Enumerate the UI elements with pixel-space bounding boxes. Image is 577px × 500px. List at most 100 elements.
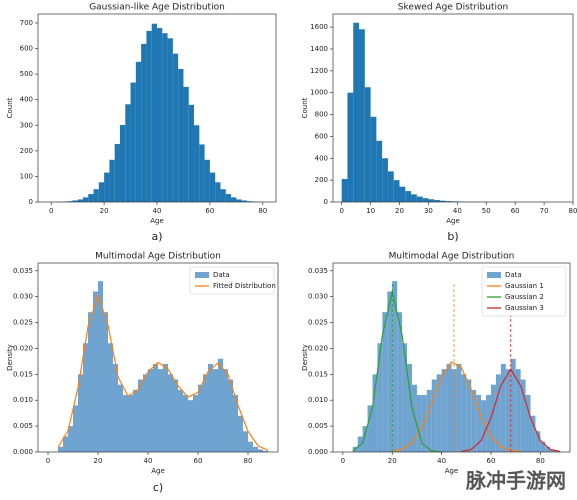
bar — [446, 363, 452, 452]
y-tick-label: 0.010 — [308, 396, 328, 404]
x-tick-label: 0 — [49, 207, 53, 215]
bar — [167, 38, 173, 203]
bar — [461, 374, 467, 452]
y-tick-label: 100 — [20, 172, 33, 180]
bar — [353, 22, 360, 202]
bar — [357, 436, 363, 452]
x-tick-label: 20 — [395, 207, 404, 215]
bar — [98, 182, 105, 202]
bar — [146, 30, 152, 202]
bar — [416, 395, 422, 452]
bar — [188, 104, 195, 202]
bar — [364, 87, 371, 202]
bar — [153, 363, 158, 452]
bar — [367, 405, 373, 452]
legend-label: Gaussian 3 — [505, 304, 544, 312]
legend-label: Data — [505, 271, 522, 279]
bar — [372, 374, 378, 452]
bar — [199, 144, 205, 202]
y-tick-label: 200 — [315, 176, 328, 184]
y-axis-label: Density — [301, 344, 309, 371]
caption: c) — [153, 481, 163, 494]
x-axis-label: Age — [150, 217, 164, 225]
bar — [148, 369, 153, 452]
plot-frame — [332, 13, 574, 203]
bar — [193, 395, 198, 452]
bar — [399, 186, 406, 202]
bar — [436, 374, 442, 452]
bar — [123, 395, 128, 452]
y-tick-label: 0.005 — [308, 422, 328, 430]
bar — [178, 389, 183, 452]
y-tick-label: 400 — [20, 96, 33, 104]
y-tick-label: 0.025 — [13, 319, 33, 327]
bar — [411, 194, 417, 202]
bar — [233, 395, 238, 452]
chart-title: Skewed Age Distribution — [398, 3, 508, 13]
bar — [515, 369, 521, 452]
bar — [545, 446, 551, 452]
bar — [218, 358, 223, 452]
y-tick-label: 200 — [20, 147, 33, 155]
bar — [151, 23, 157, 203]
bar — [471, 389, 477, 452]
y-tick-label: 0.015 — [13, 370, 33, 378]
legend-label: Data — [213, 271, 230, 279]
legend-box — [189, 266, 275, 295]
x-tick-label: 40 — [453, 207, 462, 215]
bar — [220, 189, 226, 202]
fit-line — [461, 367, 561, 453]
bar — [118, 384, 123, 452]
bar — [157, 28, 163, 203]
bar — [530, 415, 536, 452]
bar — [130, 82, 136, 202]
legend-swatch — [487, 272, 501, 278]
bar — [416, 196, 423, 202]
legend-swatch — [195, 272, 209, 278]
fit-line — [352, 291, 442, 453]
bar — [88, 312, 93, 452]
bar — [119, 125, 126, 202]
y-tick-label: 0.035 — [13, 267, 33, 275]
x-tick-label: 20 — [388, 457, 397, 465]
y-axis-label: Count — [301, 97, 309, 118]
bar — [540, 441, 546, 452]
x-tick-label: 70 — [540, 207, 549, 215]
x-tick-label: 60 — [205, 207, 214, 215]
y-tick-label: 0 — [324, 198, 328, 206]
bar — [109, 159, 115, 202]
bar — [138, 379, 143, 452]
bar — [426, 389, 432, 452]
x-tick-label: 60 — [511, 207, 520, 215]
x-tick-label: 60 — [194, 457, 203, 465]
caption: a) — [151, 230, 162, 243]
bar — [466, 379, 472, 452]
bar — [439, 200, 446, 202]
fit-line — [57, 293, 269, 451]
x-tick-label: 80 — [569, 207, 577, 215]
bar — [88, 194, 94, 202]
bar — [135, 61, 142, 202]
bar — [253, 446, 258, 452]
bar — [72, 200, 78, 202]
caption: b) — [447, 230, 458, 243]
bar — [476, 395, 482, 452]
bar — [128, 395, 133, 452]
x-tick-label: 40 — [153, 207, 162, 215]
bar — [422, 198, 429, 202]
bar — [114, 143, 120, 202]
bar — [162, 33, 168, 203]
fit-line — [392, 361, 521, 453]
bar — [407, 363, 412, 452]
plot-frame — [37, 262, 279, 453]
y-tick-label: 0.020 — [13, 344, 33, 352]
bar — [243, 431, 248, 452]
x-tick-label: 60 — [487, 457, 496, 465]
bar — [225, 194, 232, 202]
bar — [198, 384, 203, 452]
bar — [456, 363, 462, 452]
y-tick-label: 0.015 — [308, 370, 328, 378]
bar — [67, 201, 73, 202]
y-tick-label: 600 — [20, 45, 33, 53]
x-tick-label: 50 — [482, 207, 491, 215]
